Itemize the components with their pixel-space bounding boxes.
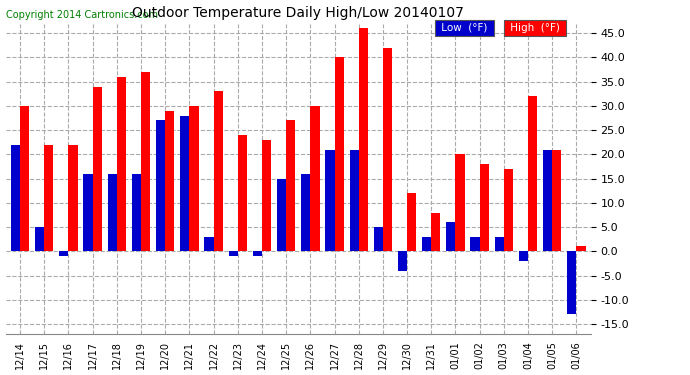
Title: Outdoor Temperature Daily High/Low 20140107: Outdoor Temperature Daily High/Low 20140… — [132, 6, 464, 20]
Bar — [350, 150, 359, 251]
Bar — [238, 135, 247, 251]
Bar — [92, 87, 102, 251]
Bar — [398, 251, 407, 271]
Bar — [504, 169, 513, 251]
Bar — [214, 92, 223, 251]
Bar — [543, 150, 552, 251]
Bar — [374, 227, 383, 251]
Bar — [83, 174, 92, 251]
Text: Low  (°F): Low (°F) — [438, 23, 491, 33]
Bar — [117, 77, 126, 251]
Bar — [552, 150, 562, 251]
Bar — [141, 72, 150, 251]
Bar — [407, 193, 416, 251]
Bar — [204, 237, 214, 251]
Bar — [156, 120, 165, 251]
Bar — [422, 237, 431, 251]
Bar — [471, 237, 480, 251]
Bar — [44, 145, 53, 251]
Bar — [446, 222, 455, 251]
Bar — [262, 140, 271, 251]
Bar — [277, 178, 286, 251]
Bar — [495, 237, 504, 251]
Bar — [455, 154, 464, 251]
Bar — [20, 106, 29, 251]
Bar — [528, 96, 538, 251]
Bar — [335, 57, 344, 251]
Bar — [431, 213, 440, 251]
Bar — [480, 164, 489, 251]
Text: Copyright 2014 Cartronics.com: Copyright 2014 Cartronics.com — [6, 10, 157, 20]
Bar — [253, 251, 262, 256]
Bar — [35, 227, 44, 251]
Bar — [165, 111, 175, 251]
Bar — [383, 48, 392, 251]
Bar — [286, 120, 295, 251]
Bar — [228, 251, 238, 256]
Bar — [567, 251, 576, 314]
Bar — [68, 145, 78, 251]
Bar — [301, 174, 310, 251]
Bar — [11, 145, 20, 251]
Bar — [519, 251, 528, 261]
Bar — [576, 246, 586, 251]
Text: High  (°F): High (°F) — [507, 23, 563, 33]
Bar — [310, 106, 319, 251]
Bar — [359, 28, 368, 251]
Bar — [59, 251, 68, 256]
Bar — [189, 106, 199, 251]
Bar — [108, 174, 117, 251]
Bar — [325, 150, 335, 251]
Bar — [180, 116, 189, 251]
Bar — [132, 174, 141, 251]
